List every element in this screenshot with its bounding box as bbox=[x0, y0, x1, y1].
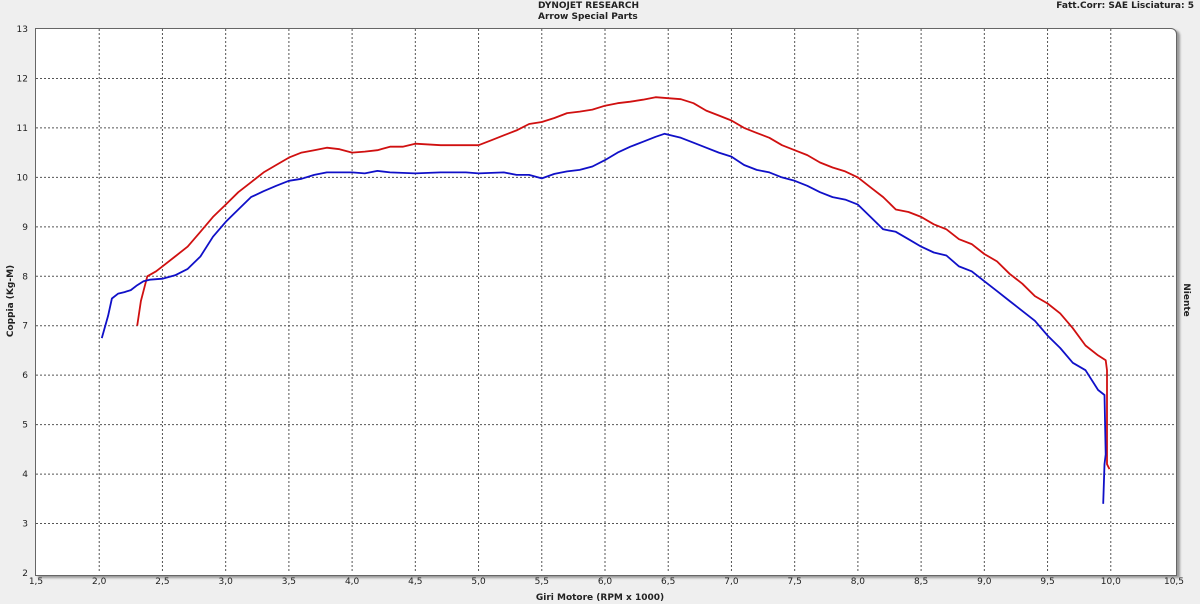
x-tick-label: 9,5 bbox=[1040, 577, 1054, 587]
x-tick-label: 6,0 bbox=[598, 577, 613, 587]
y-tick-label: 12 bbox=[17, 74, 28, 84]
y-tick-label: 13 bbox=[17, 25, 28, 35]
x-tick-label: 10,5 bbox=[1164, 577, 1184, 587]
x-tick-label: 7,5 bbox=[788, 577, 802, 587]
y-tick-label: 8 bbox=[22, 272, 28, 282]
y-tick-label: 5 bbox=[22, 421, 28, 431]
x-tick-label: 3,0 bbox=[219, 577, 234, 587]
y-tick-label: 2 bbox=[22, 569, 28, 579]
series-line-red bbox=[136, 96, 1111, 470]
x-tick-label: 1,5 bbox=[29, 577, 43, 587]
series-line-blue bbox=[100, 132, 1107, 504]
x-tick-label: 4,0 bbox=[345, 577, 360, 587]
y-tick-label: 10 bbox=[17, 173, 29, 183]
y-tick-label: 11 bbox=[17, 124, 28, 134]
x-tick-label: 2,5 bbox=[155, 577, 169, 587]
x-axis-label: Giri Motore (RPM x 1000) bbox=[536, 593, 664, 603]
x-tick-label: 10,0 bbox=[1101, 577, 1121, 587]
x-tick-label: 3,5 bbox=[282, 577, 296, 587]
chart-subtitle: Arrow Special Parts bbox=[538, 12, 638, 22]
series-lines bbox=[100, 96, 1111, 504]
x-tick-label: 6,5 bbox=[661, 577, 675, 587]
x-tick-label: 2,0 bbox=[92, 577, 107, 587]
x-tick-label: 4,5 bbox=[408, 577, 422, 587]
chart-title: DYNOJET RESEARCH bbox=[538, 1, 640, 11]
x-tick-label: 9,0 bbox=[977, 577, 992, 587]
x-tick-label: 5,0 bbox=[471, 577, 486, 587]
grid bbox=[36, 29, 1174, 573]
x-tick-label: 7,0 bbox=[724, 577, 739, 587]
y-tick-label: 4 bbox=[22, 470, 28, 480]
y-tick-label: 7 bbox=[22, 322, 28, 332]
tick-labels: 1,5 2,0 2,5 3,0 3,5 4,0 4,5 5,0 5,5 6,0 6,5 7,0 7,5 8… bbox=[17, 25, 1184, 587]
correction-info: Fatt.Corr: SAE Lisciatura: 5 bbox=[1056, 1, 1194, 11]
y-tick-label: 9 bbox=[22, 223, 28, 233]
y-tick-label: 3 bbox=[22, 520, 28, 530]
x-tick-label: 8,0 bbox=[851, 577, 866, 587]
y-axis-label: Coppia (Kg-M) bbox=[6, 265, 16, 337]
x-tick-label: 5,5 bbox=[535, 577, 549, 587]
x-tick-label: 8,5 bbox=[914, 577, 928, 587]
y-tick-label: 6 bbox=[22, 371, 28, 381]
